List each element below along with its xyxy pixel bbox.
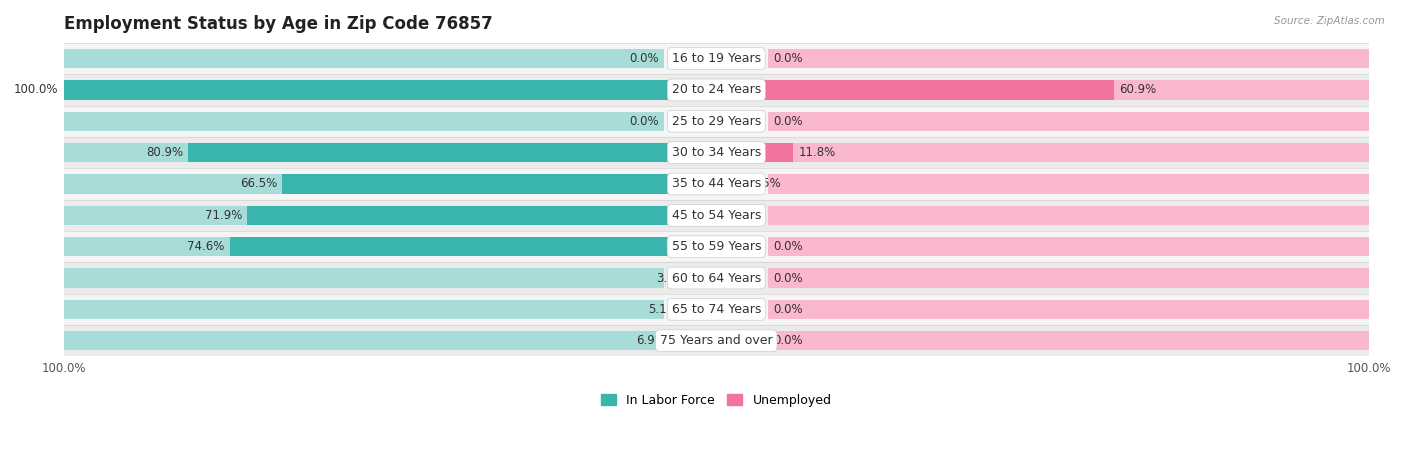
Bar: [63, 294, 1369, 325]
Text: 3.8%: 3.8%: [657, 271, 686, 284]
Text: 80.9%: 80.9%: [146, 146, 183, 159]
Bar: [63, 106, 1369, 137]
Bar: [63, 237, 664, 256]
Bar: [63, 262, 1369, 294]
Bar: [63, 49, 664, 68]
Text: 60.9%: 60.9%: [1119, 83, 1156, 96]
Text: 0.0%: 0.0%: [773, 115, 803, 128]
Text: 75 Years and over: 75 Years and over: [659, 334, 773, 347]
Bar: [63, 74, 1369, 106]
Bar: [229, 237, 716, 256]
Bar: [63, 231, 1369, 262]
Text: 74.6%: 74.6%: [187, 240, 225, 253]
Bar: [769, 300, 1369, 319]
Bar: [63, 168, 1369, 200]
Text: 11.8%: 11.8%: [799, 146, 835, 159]
Text: Source: ZipAtlas.com: Source: ZipAtlas.com: [1274, 16, 1385, 26]
Bar: [63, 300, 664, 319]
Text: 0.0%: 0.0%: [773, 334, 803, 347]
Text: 35 to 44 Years: 35 to 44 Years: [672, 177, 761, 190]
Text: 5.1%: 5.1%: [648, 303, 678, 316]
Text: 0.0%: 0.0%: [630, 52, 659, 65]
Bar: [63, 268, 664, 288]
Text: 65 to 74 Years: 65 to 74 Years: [672, 303, 761, 316]
Bar: [769, 112, 1369, 131]
Text: 16 to 19 Years: 16 to 19 Years: [672, 52, 761, 65]
Bar: [769, 49, 1369, 68]
Bar: [769, 237, 1369, 256]
Bar: [188, 143, 716, 162]
Bar: [63, 80, 664, 99]
Bar: [769, 206, 1369, 225]
Bar: [63, 143, 664, 162]
Text: 0.0%: 0.0%: [630, 115, 659, 128]
Bar: [769, 331, 1369, 351]
Text: 1.1%: 1.1%: [728, 209, 759, 222]
Text: 20 to 24 Years: 20 to 24 Years: [672, 83, 761, 96]
Bar: [692, 268, 716, 288]
Bar: [716, 143, 793, 162]
Text: 25 to 29 Years: 25 to 29 Years: [672, 115, 761, 128]
Bar: [247, 206, 716, 225]
Text: 45 to 54 Years: 45 to 54 Years: [672, 209, 761, 222]
Text: 0.0%: 0.0%: [773, 52, 803, 65]
Text: 6.9%: 6.9%: [636, 334, 666, 347]
Bar: [769, 268, 1369, 288]
Text: 55 to 59 Years: 55 to 59 Years: [672, 240, 761, 253]
Text: 0.0%: 0.0%: [773, 240, 803, 253]
Text: 60 to 64 Years: 60 to 64 Years: [672, 271, 761, 284]
Bar: [63, 137, 1369, 168]
Legend: In Labor Force, Unemployed: In Labor Force, Unemployed: [602, 394, 831, 406]
Text: 66.5%: 66.5%: [240, 177, 277, 190]
Text: 0.0%: 0.0%: [773, 303, 803, 316]
Bar: [683, 300, 716, 319]
Bar: [769, 174, 1369, 194]
Bar: [63, 112, 664, 131]
Bar: [63, 174, 664, 194]
Text: 71.9%: 71.9%: [205, 209, 242, 222]
Bar: [716, 206, 724, 225]
Bar: [769, 80, 1369, 99]
Text: 4.5%: 4.5%: [751, 177, 780, 190]
Text: Employment Status by Age in Zip Code 76857: Employment Status by Age in Zip Code 768…: [63, 15, 492, 33]
Bar: [63, 43, 1369, 74]
Bar: [716, 80, 1114, 99]
Bar: [716, 174, 745, 194]
Text: 100.0%: 100.0%: [14, 83, 59, 96]
Bar: [63, 325, 1369, 356]
Bar: [63, 331, 664, 351]
Bar: [63, 200, 1369, 231]
Bar: [63, 80, 716, 99]
Bar: [671, 331, 716, 351]
Bar: [283, 174, 716, 194]
Text: 0.0%: 0.0%: [773, 271, 803, 284]
Bar: [63, 206, 664, 225]
Text: 30 to 34 Years: 30 to 34 Years: [672, 146, 761, 159]
Bar: [769, 143, 1369, 162]
